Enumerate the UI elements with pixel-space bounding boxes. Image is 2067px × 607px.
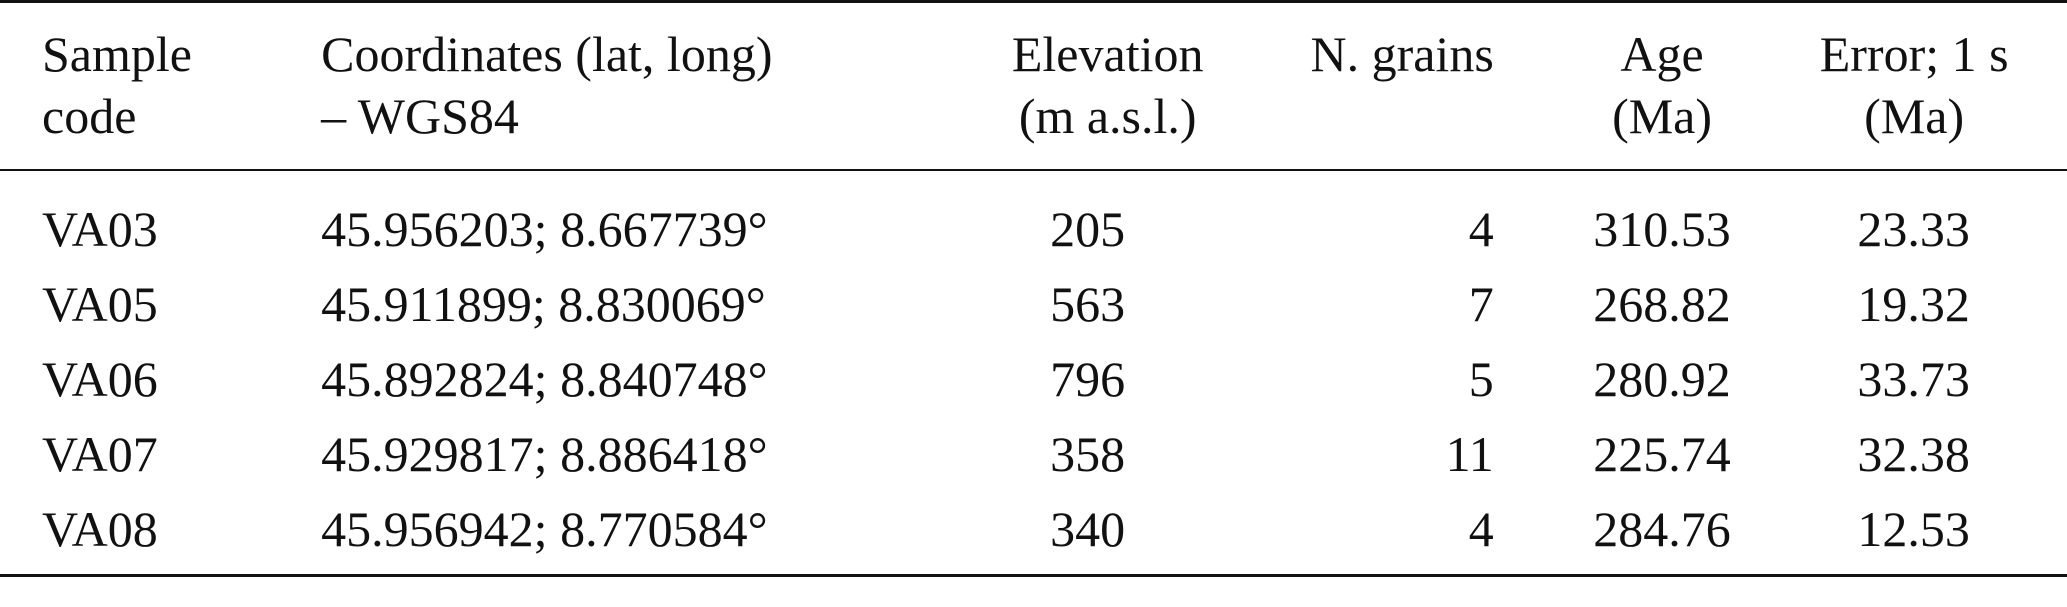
- cell-coordinates: 45.892824; 8.840748°: [321, 350, 768, 407]
- cell-coordinates: 45.956203; 8.667739°: [321, 200, 768, 257]
- header-age-line-2: (Ma): [1612, 88, 1713, 144]
- header-coordinates: Coordinates (lat, long) – WGS84: [321, 2, 979, 171]
- cell-error: 12.53: [1857, 500, 1970, 557]
- cell-elevation-value: 340: [1050, 500, 1126, 557]
- cell-sample-code: VA05: [42, 275, 158, 332]
- cell-age: 284.76: [1593, 500, 1731, 557]
- header-error: Error; 1 s (Ma): [1790, 2, 2067, 171]
- cell-n-grains: 11: [1445, 425, 1494, 482]
- sample-age-table: Sample code Coordinates (lat, long) – WG…: [0, 1, 2067, 576]
- cell-elevation: 563: [979, 266, 1236, 341]
- cell-elevation-value: 796: [1050, 350, 1126, 407]
- header-error-line-2: (Ma): [1864, 88, 1965, 144]
- header-elevation: Elevation (m a.s.l.): [979, 2, 1236, 171]
- cell-n-grains: 4: [1468, 200, 1494, 257]
- header-coordinates-line-1: Coordinates (lat, long): [321, 26, 773, 82]
- header-n-grains-line-1: N. grains: [1310, 26, 1494, 82]
- cell-elevation: 358: [979, 416, 1236, 491]
- header-error-line-1: Error; 1 s: [1819, 26, 2009, 82]
- header-n-grains: N. grains: [1236, 2, 1534, 171]
- cell-elevation-value: 563: [1050, 275, 1126, 332]
- cell-coordinates: 45.956942; 8.770584°: [321, 500, 768, 557]
- table-body: VA03 45.956203; 8.667739° 205 4 310.53 2…: [0, 170, 2067, 576]
- cell-elevation: 205: [979, 170, 1236, 266]
- table-row: VA05 45.911899; 8.830069° 563 7 268.82 1…: [0, 266, 2067, 341]
- cell-error: 19.32: [1857, 275, 1970, 332]
- header-age: Age (Ma): [1534, 2, 1791, 171]
- table-row: VA03 45.956203; 8.667739° 205 4 310.53 2…: [0, 170, 2067, 266]
- cell-sample-code: VA03: [42, 200, 158, 257]
- cell-error: 23.33: [1857, 200, 1970, 257]
- table-row: VA08 45.956942; 8.770584° 340 4 284.76 1…: [0, 491, 2067, 576]
- cell-n-grains: 5: [1468, 350, 1494, 407]
- cell-n-grains: 7: [1468, 275, 1494, 332]
- cell-n-grains: 4: [1468, 500, 1494, 557]
- cell-error: 32.38: [1857, 425, 1970, 482]
- cell-sample-code: VA08: [42, 500, 158, 557]
- cell-elevation: 796: [979, 341, 1236, 416]
- cell-age: 268.82: [1593, 275, 1731, 332]
- cell-sample-code: VA07: [42, 425, 158, 482]
- header-elevation-line-2: (m a.s.l.): [1018, 88, 1197, 144]
- cell-error: 33.73: [1857, 350, 1970, 407]
- table-header: Sample code Coordinates (lat, long) – WG…: [0, 1, 2067, 171]
- header-row: Sample code Coordinates (lat, long) – WG…: [0, 1, 2067, 171]
- cell-elevation-value: 358: [1050, 425, 1126, 482]
- header-elevation-line-1: Elevation: [1011, 26, 1204, 82]
- header-age-line-1: Age: [1620, 26, 1704, 82]
- table-row: VA06 45.892824; 8.840748° 796 5 280.92 3…: [0, 341, 2067, 416]
- cell-elevation-value: 205: [1050, 200, 1126, 257]
- header-coordinates-line-2: – WGS84: [321, 88, 519, 144]
- cell-elevation: 340: [979, 491, 1236, 576]
- header-sample-code: Sample code: [0, 2, 321, 171]
- cell-age: 225.74: [1593, 425, 1731, 482]
- cell-coordinates: 45.911899; 8.830069°: [321, 275, 766, 332]
- cell-age: 280.92: [1593, 350, 1731, 407]
- header-sample-code-line-2: code: [42, 88, 137, 144]
- header-sample-code-line-1: Sample: [42, 26, 192, 82]
- cell-coordinates: 45.929817; 8.886418°: [321, 425, 768, 482]
- table-row: VA07 45.929817; 8.886418° 358 11 225.74 …: [0, 416, 2067, 491]
- cell-age: 310.53: [1593, 200, 1731, 257]
- cell-sample-code: VA06: [42, 350, 158, 407]
